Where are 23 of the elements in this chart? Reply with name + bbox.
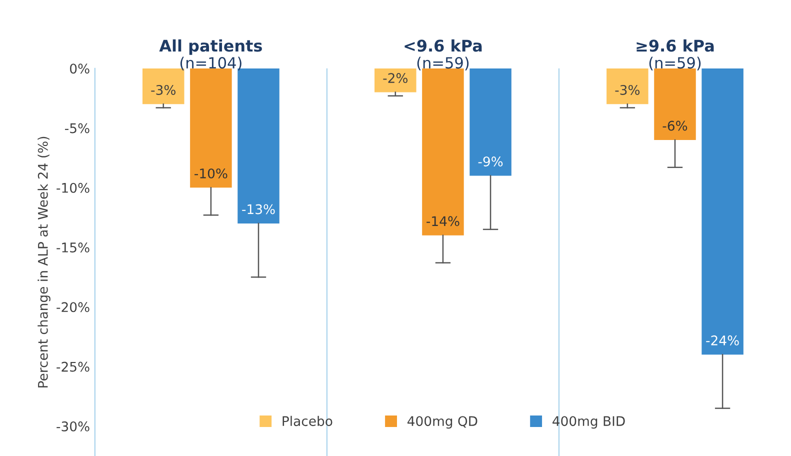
x-tick-label: ≥9.6 kPa (n=59)	[636, 39, 714, 70]
data-label: -2%	[383, 73, 408, 84]
data-label: -24%	[706, 335, 739, 346]
legend-label: 400mg BID	[552, 416, 625, 429]
y-tick-label: -20%	[56, 302, 90, 312]
legend-label: Placebo	[282, 416, 332, 426]
data-label: -3%	[615, 84, 640, 95]
y-tick-label: -25%	[56, 362, 90, 372]
y-tick-label: -30%	[56, 421, 90, 432]
data-label: -14%	[426, 216, 460, 226]
data-label: -6%	[662, 120, 688, 131]
y-tick-label: -15%	[56, 242, 90, 252]
x-tick-label: <9.6 kPa (n=59)	[404, 39, 482, 70]
x-tick-label: All patients (n=104)	[159, 39, 262, 70]
y-tick-label: -5%	[65, 123, 90, 134]
y-axis-title: Percent change in ALP at Week 24 (%)	[38, 136, 50, 388]
data-label: -3%	[151, 84, 176, 95]
data-label: -13%	[242, 204, 275, 214]
legend-label: 400mg QD	[407, 416, 478, 429]
y-tick-label: 0%	[70, 64, 90, 74]
data-label: -10%	[194, 168, 228, 178]
y-tick-label: -10%	[56, 182, 90, 193]
data-label: -9%	[478, 156, 503, 167]
